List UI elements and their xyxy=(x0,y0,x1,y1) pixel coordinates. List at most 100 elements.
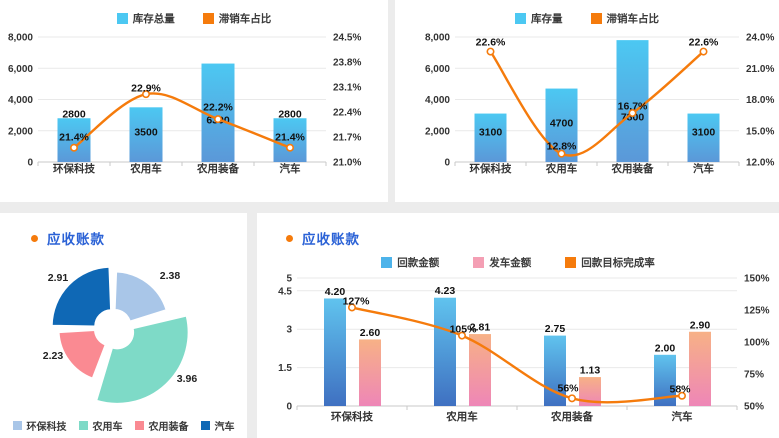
line-marker-汽车[interactable] xyxy=(285,143,294,152)
donut-value-label: 2.23 xyxy=(43,350,64,362)
legend-item-环保科技[interactable]: 环保科技 xyxy=(12,418,67,433)
y-axis-left-tick: 0 xyxy=(444,158,450,169)
y-axis-left-tick: 8,000 xyxy=(425,33,450,44)
line-value-label: 22.9% xyxy=(131,83,161,95)
line-value-label: 21.4% xyxy=(59,132,89,144)
donut-value-label: 3.96 xyxy=(177,373,198,385)
donut-slice-汽车[interactable] xyxy=(51,266,112,327)
bar-value-label: 4.23 xyxy=(435,285,456,297)
legend-item-label: 回款金额 xyxy=(397,257,440,269)
bar-value-label: 2.90 xyxy=(690,319,711,331)
line-marker-农用车[interactable] xyxy=(142,90,151,99)
legend-item-回款金额[interactable]: 回款金额 xyxy=(381,255,439,270)
legend-item-汽车[interactable]: 汽车 xyxy=(200,418,235,433)
y-axis-right-tick: 21.0% xyxy=(333,158,361,169)
bar-回款金额-农用车[interactable] xyxy=(434,297,456,406)
legend-receivables-bars: 回款金额 发车金额 回款目标完成率 xyxy=(257,255,779,270)
bullet-icon xyxy=(286,234,293,242)
x-axis-category: 环保科技 xyxy=(53,162,95,175)
bar-库存量-环保科技[interactable] xyxy=(474,113,507,162)
bar-库存总量-农用装备[interactable] xyxy=(201,63,235,162)
y-axis-right-tick: 23.8% xyxy=(333,58,361,69)
legend-item-label: 滞销车占比 xyxy=(606,13,660,25)
bar-库存量-汽车[interactable] xyxy=(687,113,720,162)
y-axis-left-tick: 2,000 xyxy=(8,126,33,137)
line-marker-汽车[interactable] xyxy=(699,47,708,56)
donut-slice-农用装备[interactable] xyxy=(58,329,106,379)
x-axis-category: 农用装备 xyxy=(550,410,593,423)
y-axis-right-tick: 21.0% xyxy=(746,64,774,75)
panel-inventory-total: 库存总量 滞销车占比 0 2,000 4,000 6,000 8,000 21.0% 21.7… xyxy=(0,0,388,202)
line-marker-环保科技[interactable] xyxy=(486,47,495,56)
line-marker-农用装备[interactable] xyxy=(567,394,576,403)
legend-item-滞销车占比[interactable]: 滞销车占比 xyxy=(590,11,660,26)
legend-swatch xyxy=(12,421,22,430)
line-marker-汽车[interactable] xyxy=(677,391,686,400)
y-axis-right-tick: 15.0% xyxy=(746,126,774,137)
line-marker-环保科技[interactable] xyxy=(348,303,357,312)
x-axis-category: 农用装备 xyxy=(196,162,239,175)
line-marker-农用装备[interactable] xyxy=(214,115,223,124)
x-axis-category: 农用车 xyxy=(445,410,478,423)
bar-value-label: 3100 xyxy=(692,127,716,139)
legend-item-label: 库存总量 xyxy=(132,13,175,25)
y-axis-left-tick: 4,000 xyxy=(425,95,450,106)
x-axis-category: 汽车 xyxy=(693,162,714,175)
line-value-label: 21.4% xyxy=(275,132,305,144)
donut-slice-农用车[interactable] xyxy=(96,315,189,404)
bar-value-label: 4.20 xyxy=(325,286,346,298)
bar-发车金额-农用车[interactable] xyxy=(469,334,491,406)
legend-receivables-donut: 环保科技 农用车 农用装备 汽车 xyxy=(0,418,247,433)
y-axis-left-tick: 4.5 xyxy=(278,286,292,297)
bar-发车金额-农用装备[interactable] xyxy=(579,377,601,406)
line-value-label: 58% xyxy=(669,384,691,396)
legend-item-发车金额[interactable]: 发车金额 xyxy=(473,255,531,270)
bar-发车金额-环保科技[interactable] xyxy=(359,339,381,406)
donut-value-label: 2.91 xyxy=(48,272,69,284)
bar-发车金额-汽车[interactable] xyxy=(689,331,711,406)
line-滞销车占比 xyxy=(489,50,705,157)
receivables-bars-chart[interactable]: 0 1.5 3 4.55 50% 75% 100% 125% 150% 环保科技 农用车 农用装备 汽车… xyxy=(257,213,779,438)
legend-item-库存量[interactable]: 库存量 xyxy=(515,11,563,26)
panel-title-text: 应收账款 xyxy=(47,232,105,247)
panel-title-receivables-donut: 应收账款 xyxy=(31,228,105,248)
bar-库存总量-环保科技[interactable] xyxy=(57,118,91,162)
line-marker-农用车[interactable] xyxy=(557,149,566,158)
bar-回款金额-汽车[interactable] xyxy=(654,354,676,406)
legend-item-库存总量[interactable]: 库存总量 xyxy=(116,11,175,26)
bar-库存总量-农用车[interactable] xyxy=(129,107,163,162)
legend-inventory: 库存量 滞销车占比 xyxy=(395,11,779,26)
bar-value-label: 2.75 xyxy=(545,323,566,335)
line-marker-农用车[interactable] xyxy=(458,331,467,340)
line-value-label: 22.6% xyxy=(476,37,506,49)
line-value-label: 22.2% xyxy=(203,102,233,114)
legend-item-农用装备[interactable]: 农用装备 xyxy=(134,418,189,433)
bar-库存总量-汽车[interactable] xyxy=(273,118,307,162)
y-axis-left-tick: 4,000 xyxy=(8,95,33,106)
inventory-chart[interactable]: 0 2,000 4,000 6,000 8,000 12.0% 15.0% 18.0% 21.0… xyxy=(395,0,779,202)
receivables-donut-chart[interactable]: 2.38 3.96 2.23 2.91 xyxy=(0,213,247,438)
x-axis-category: 农用车 xyxy=(129,162,162,175)
y-axis-right-tick: 24.0% xyxy=(746,33,774,44)
bar-回款金额-环保科技[interactable] xyxy=(324,298,346,406)
bar-库存量-农用装备[interactable] xyxy=(616,40,649,162)
bar-value-label: 2.81 xyxy=(470,322,491,334)
line-marker-农用装备[interactable] xyxy=(628,109,637,118)
bar-value-label: 3100 xyxy=(479,127,503,139)
y-axis-left-tick: 6,000 xyxy=(8,64,33,75)
legend-item-滞销车占比[interactable]: 滞销车占比 xyxy=(202,11,271,26)
y-axis-left-tick: 5 xyxy=(286,274,292,285)
line-marker-环保科技[interactable] xyxy=(70,143,79,152)
bullet-icon xyxy=(31,234,38,242)
legend-item-农用车[interactable]: 农用车 xyxy=(78,418,123,433)
inventory-total-chart[interactable]: 0 2,000 4,000 6,000 8,000 21.0% 21.7% 22.4% 23.1… xyxy=(0,0,388,202)
legend-swatch xyxy=(200,421,210,430)
legend-swatch xyxy=(78,421,88,430)
y-axis-right-tick: 75% xyxy=(744,370,764,381)
legend-item-回款目标完成率[interactable]: 回款目标完成率 xyxy=(565,255,655,270)
donut-slice-环保科技[interactable] xyxy=(114,271,167,322)
legend-item-label: 回款目标完成率 xyxy=(581,257,655,269)
y-axis-left-tick: 0 xyxy=(27,158,33,169)
line-value-label: 56% xyxy=(557,383,579,395)
legend-item-label: 农用车 xyxy=(92,422,123,433)
